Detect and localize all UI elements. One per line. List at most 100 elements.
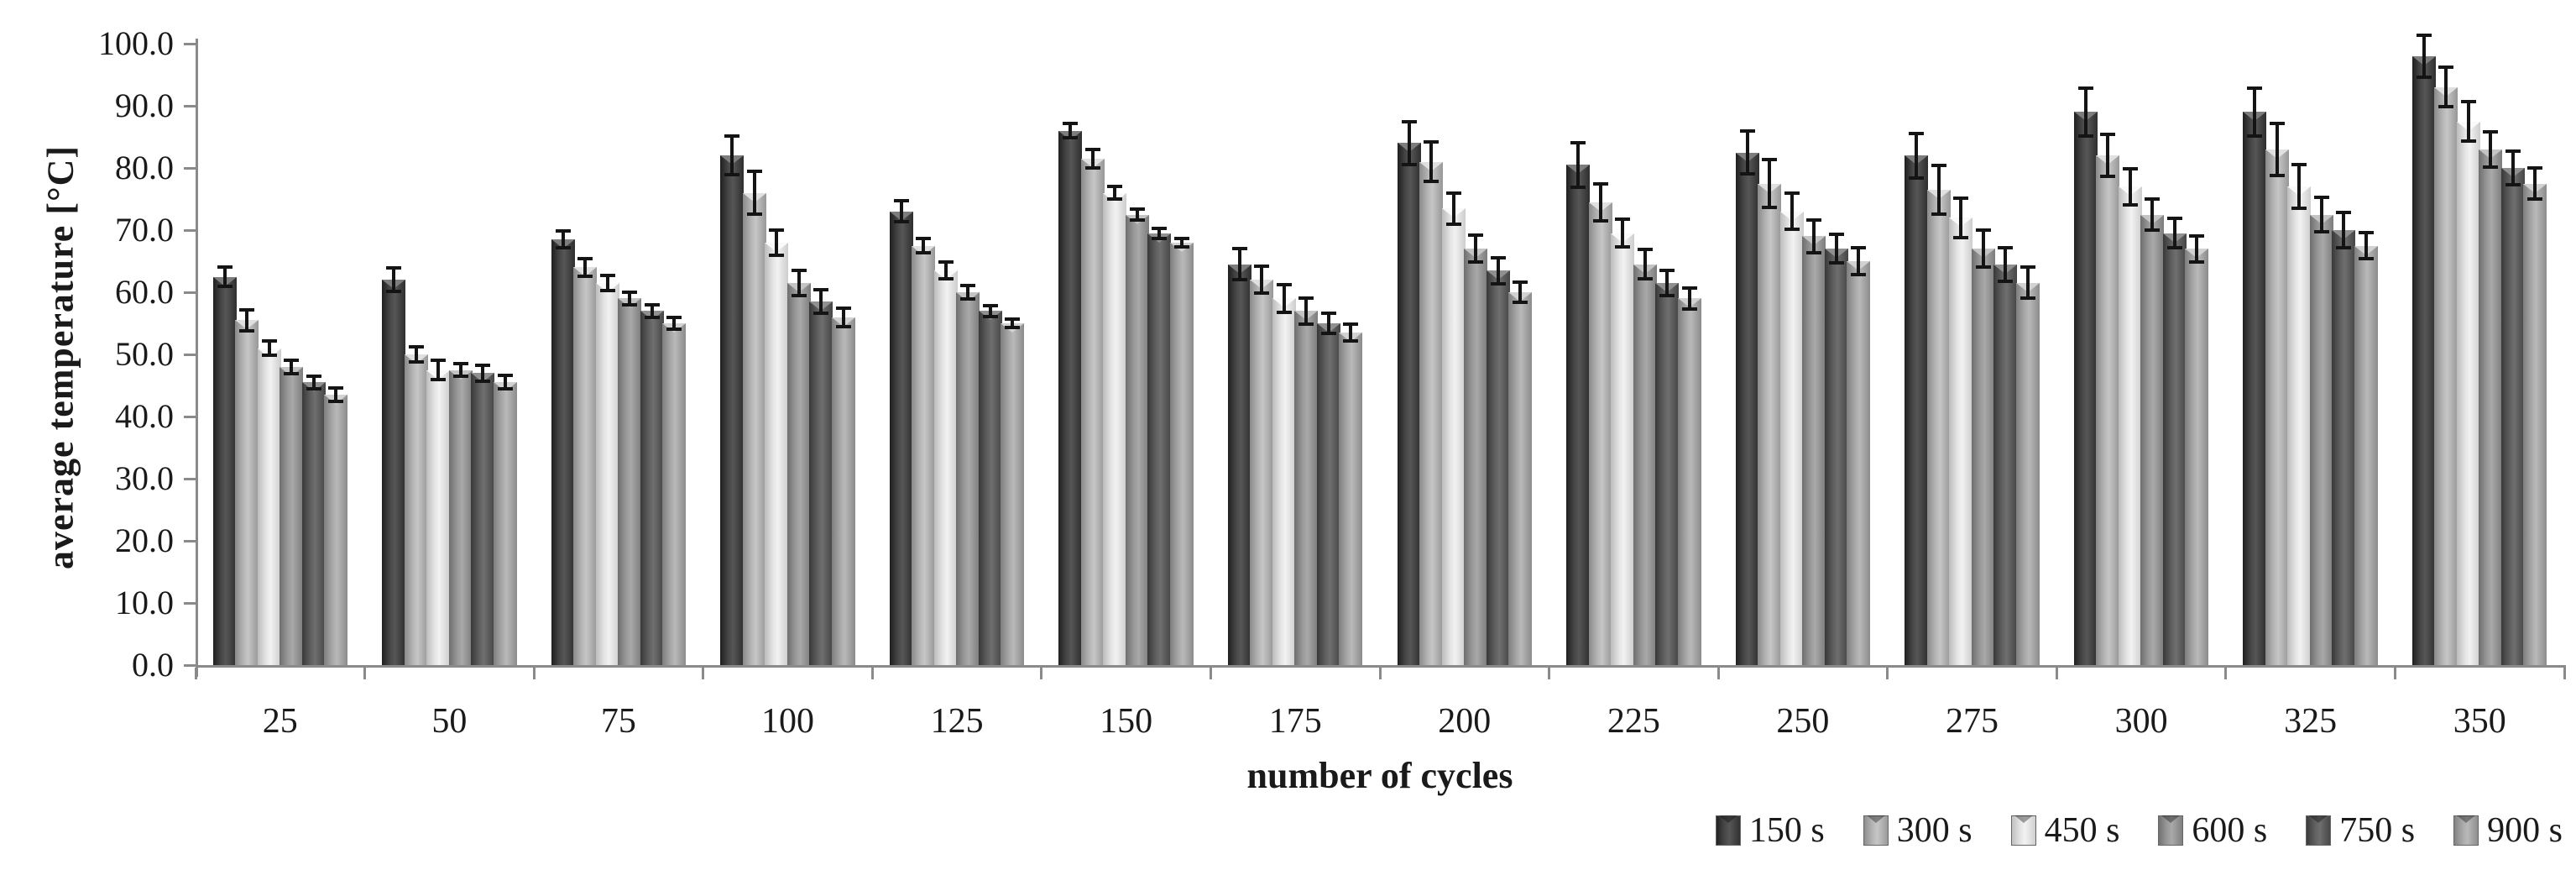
x-category-label: 75 <box>600 702 636 741</box>
bar <box>1294 311 1319 665</box>
error-bar-cap <box>2145 197 2161 201</box>
error-bar-cap <box>239 307 255 312</box>
error-bar-cap <box>1739 172 1755 176</box>
x-category-label: 250 <box>1776 702 1830 741</box>
legend-label: 600 s <box>2192 811 2268 850</box>
bar <box>662 323 687 665</box>
error-bar <box>1135 208 1139 221</box>
bar <box>551 239 575 665</box>
error-bar <box>1812 220 1816 253</box>
error-bar-cap <box>431 378 447 382</box>
bar <box>1802 236 1826 665</box>
error-bar-cap <box>1173 236 1189 240</box>
error-bar-cap <box>1828 261 1844 265</box>
error-bar <box>1407 121 1411 165</box>
error-bar-cap <box>1005 317 1021 321</box>
x-axis-tick <box>2563 668 2566 679</box>
legend-label: 300 s <box>1896 811 1972 850</box>
error-bar-cap <box>1851 246 1867 250</box>
error-bar <box>2128 168 2132 205</box>
bar <box>956 292 980 665</box>
error-bar-cap <box>497 387 513 391</box>
error-bar-cap <box>724 134 740 139</box>
error-bar-cap <box>1637 247 1653 251</box>
bar <box>912 245 936 665</box>
error-bar-cap <box>577 274 593 278</box>
error-bar <box>2319 197 2323 233</box>
error-bar <box>1157 228 1162 238</box>
error-bar-cap <box>2460 139 2476 144</box>
legend-marker-150s <box>1715 815 1741 846</box>
bar <box>1611 233 1635 665</box>
error-bar-cap <box>1998 245 2014 249</box>
error-bar <box>1113 186 1117 199</box>
error-bar-cap <box>1107 185 1123 189</box>
error-bar-cap <box>1953 235 1969 239</box>
error-bar-cap <box>1005 326 1021 330</box>
error-bar-cap <box>1152 226 1168 230</box>
legend-marker-600s <box>2158 815 2184 846</box>
error-bar-cap <box>475 379 491 383</box>
error-bar <box>650 304 654 317</box>
error-bar-cap <box>2527 197 2543 201</box>
error-bar <box>1011 318 1015 328</box>
error-bar-cap <box>2077 86 2093 90</box>
error-bar-cap <box>1592 181 1608 186</box>
error-bar-cap <box>1276 283 1292 287</box>
bar <box>301 382 326 665</box>
bar <box>1227 264 1251 665</box>
y-axis-tick <box>184 353 196 356</box>
bar <box>2015 282 2040 665</box>
bar <box>720 155 745 665</box>
y-axis-line <box>196 39 198 677</box>
error-bar-cap <box>791 293 807 297</box>
error-bar-cap <box>2100 175 2116 179</box>
y-axis-tick <box>184 42 196 45</box>
error-bar-cap <box>217 284 233 288</box>
bar <box>1779 211 1804 665</box>
error-bar-cap <box>2247 86 2263 91</box>
error-bar <box>1687 287 1691 309</box>
x-category-label: 125 <box>930 702 984 741</box>
bar <box>1633 264 1657 665</box>
error-bar <box>943 261 948 280</box>
error-bar-cap <box>2460 99 2476 103</box>
y-tick-label: 30.0 <box>115 459 174 497</box>
y-tick-label: 0.0 <box>132 646 174 684</box>
error-bar-cap <box>1298 322 1314 326</box>
bar <box>2140 214 2165 665</box>
bar <box>448 369 473 665</box>
bar <box>1508 292 1533 665</box>
error-bar <box>583 259 588 276</box>
error-bar-cap <box>1931 164 1946 168</box>
error-bar-cap <box>791 269 807 273</box>
error-bar-cap <box>1615 244 1631 249</box>
error-bar-cap <box>1445 222 1461 226</box>
error-bar-cap <box>1806 218 1822 223</box>
error-bar <box>1915 133 1919 178</box>
error-bar-cap <box>2358 257 2374 261</box>
error-bar <box>1790 193 1794 230</box>
legend-label: 900 s <box>2487 811 2563 850</box>
error-bar-cap <box>982 314 998 318</box>
error-bar <box>752 171 756 214</box>
error-bar <box>1518 282 1523 302</box>
error-bar <box>1959 197 1963 238</box>
error-bar <box>2533 168 2537 199</box>
error-bar-cap <box>1592 218 1608 223</box>
y-tick-label: 20.0 <box>115 521 174 559</box>
bar <box>1250 280 1274 665</box>
error-bar <box>2297 165 2302 209</box>
error-bar <box>1474 234 1478 263</box>
error-bar-cap <box>1909 131 1925 135</box>
error-bar-cap <box>1681 307 1697 311</box>
error-bar <box>414 347 418 362</box>
error-bar <box>2004 247 2008 281</box>
error-bar-cap <box>2483 130 2499 134</box>
bar <box>1588 202 1612 665</box>
error-bar-cap <box>2416 75 2432 79</box>
error-bar-cap <box>916 236 932 240</box>
x-category-label: 200 <box>1438 702 1492 741</box>
x-axis-tick <box>1886 668 1889 679</box>
